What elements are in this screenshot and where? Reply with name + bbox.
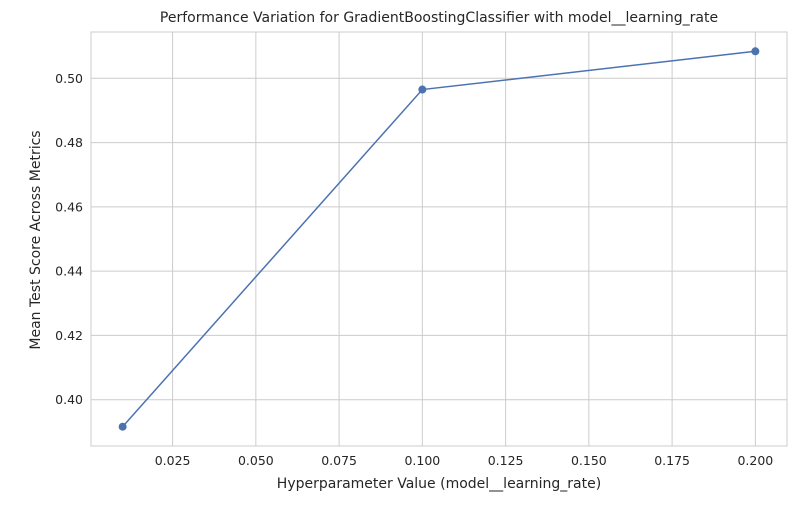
y-tick-label: 0.40 — [55, 392, 83, 407]
plot-area-frame — [90, 31, 788, 447]
series-line — [122, 50, 756, 428]
data-point — [118, 422, 127, 431]
x-tick-labels: 0.025 0.050 0.075 0.100 0.125 0.150 0.175 0.200 — [155, 453, 774, 468]
x-tick-label: 0.050 — [238, 453, 274, 468]
y-axis-label: Mean Test Score Across Metrics — [28, 130, 44, 349]
x-tick-label: 0.025 — [155, 453, 191, 468]
y-gridlines — [91, 77, 787, 401]
y-tick-label: 0.46 — [55, 199, 83, 214]
x-tick-label: 0.125 — [488, 453, 524, 468]
x-axis-label: Hyperparameter Value (model__learning_ra… — [277, 476, 601, 492]
x-tick-label: 0.150 — [571, 453, 607, 468]
y-tick-label: 0.50 — [55, 71, 83, 86]
chart-title: Performance Variation for GradientBoosti… — [160, 10, 718, 26]
data-point — [751, 47, 760, 56]
x-tick-label: 0.175 — [654, 453, 690, 468]
x-gridlines — [172, 32, 756, 446]
data-point — [418, 85, 427, 94]
x-tick-label: 0.075 — [321, 453, 357, 468]
y-tick-label: 0.48 — [55, 135, 83, 150]
y-tick-labels: 0.40 0.42 0.44 0.46 0.48 0.50 — [55, 71, 83, 407]
series-group — [118, 47, 760, 431]
x-tick-label: 0.100 — [404, 453, 440, 468]
y-tick-label: 0.44 — [55, 264, 83, 279]
y-tick-label: 0.42 — [55, 328, 83, 343]
x-tick-label: 0.200 — [737, 453, 773, 468]
